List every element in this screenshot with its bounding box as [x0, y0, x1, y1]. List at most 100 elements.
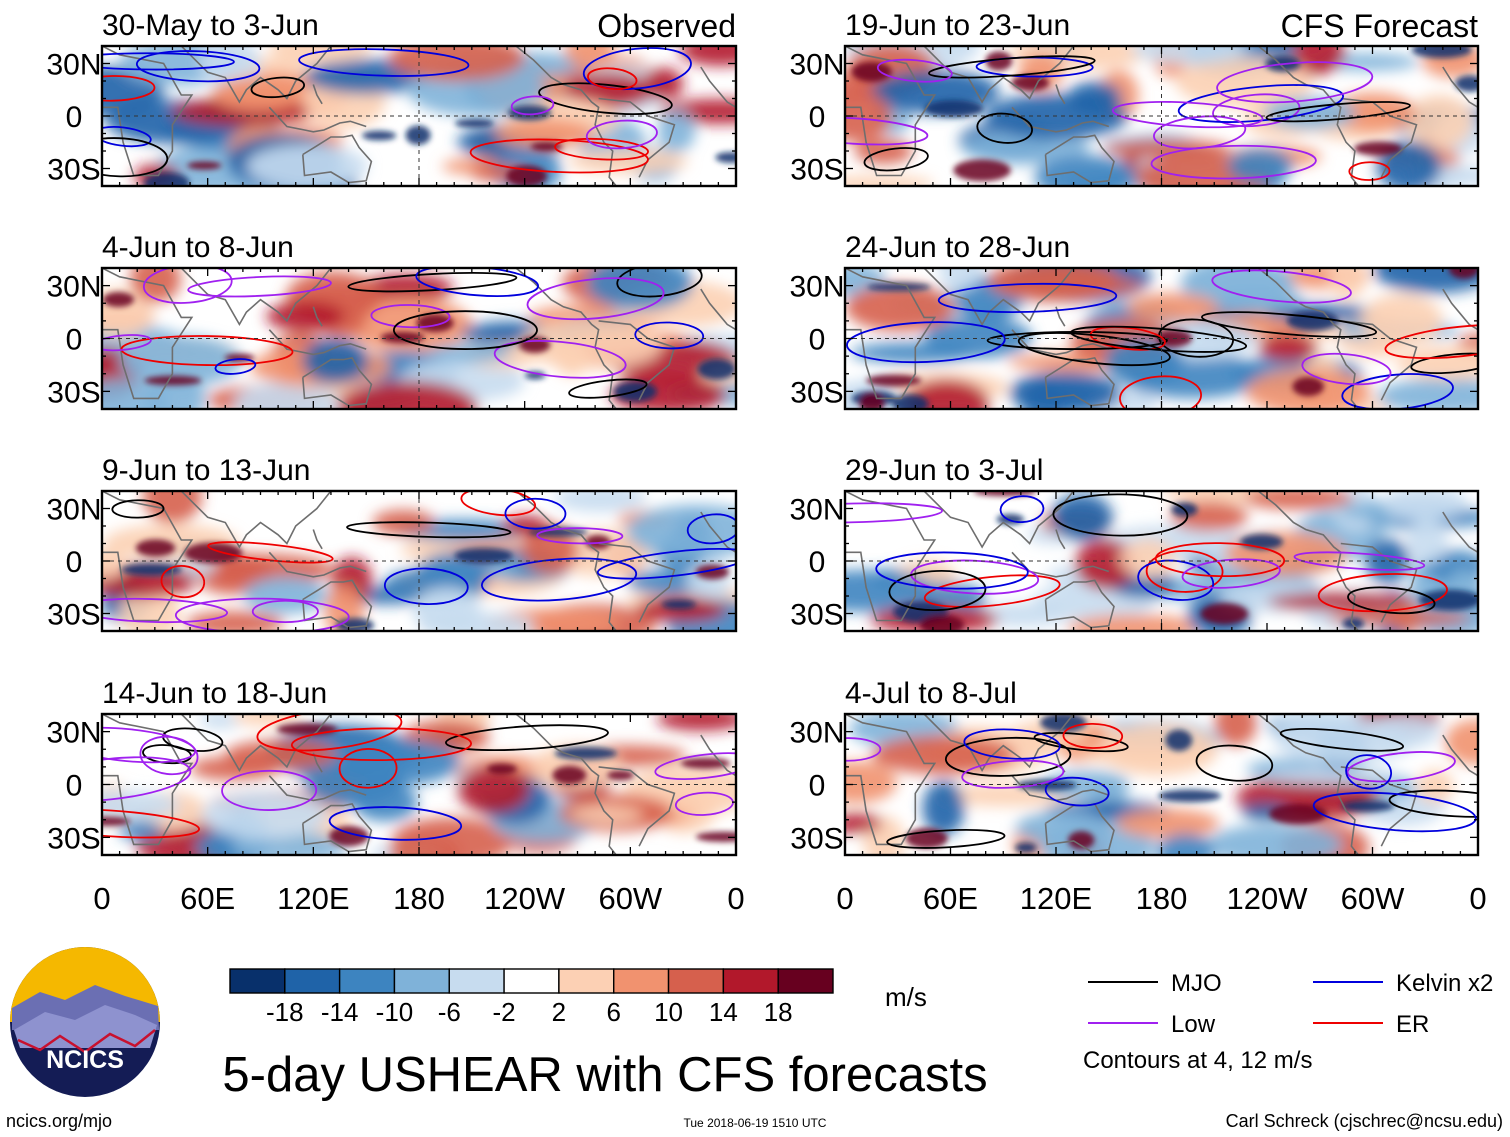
- map-panel: 30N 0 30S 30-May to 3-Jun Observed: [46, 8, 738, 188]
- panels: 30N 0 30S 30-May to 3-Jun Observed 30N 0 30S 4-J…: [46, 8, 1480, 857]
- coastlines: [102, 714, 736, 855]
- panel-period-label: 19-Jun to 23-Jun: [845, 9, 1070, 42]
- x-tick-label: 180: [393, 881, 445, 916]
- map-panel: 30N 0 30S 9-Jun to 13-Jun: [46, 454, 738, 633]
- column-header: CFS Forecast: [1281, 8, 1478, 44]
- y-tick-label: 30S: [47, 822, 100, 855]
- wave-contours: [845, 722, 1478, 849]
- y-tick-label: 0: [66, 101, 83, 134]
- y-tick-label: 30S: [47, 154, 100, 187]
- colorbar-tick-label: 10: [654, 997, 683, 1027]
- x-tick-label: 120W: [1227, 881, 1309, 916]
- y-tick-label: 0: [809, 546, 826, 579]
- coastlines: [845, 491, 1478, 631]
- coastlines: [102, 491, 736, 631]
- panel-period-label: 24-Jun to 28-Jun: [845, 231, 1070, 264]
- legend-label: MJO: [1171, 970, 1222, 997]
- panel-period-label: 30-May to 3-Jun: [102, 9, 319, 42]
- y-tick-label: 30S: [47, 599, 100, 632]
- x-tick-label: 60W: [598, 881, 662, 916]
- y-tick-label: 30N: [789, 717, 844, 750]
- x-tick-label: 0: [93, 881, 110, 916]
- y-tick-label: 30N: [789, 271, 844, 304]
- y-tick-label: 0: [809, 324, 826, 357]
- panel-period-label: 4-Jun to 8-Jun: [102, 231, 294, 264]
- colorbar-tick-label: -18: [266, 997, 304, 1027]
- colorbar-tick-label: 14: [709, 997, 738, 1027]
- colorbar-tick-label: 6: [606, 997, 620, 1027]
- y-tick-label: 30N: [789, 494, 844, 527]
- coastlines: [102, 46, 736, 186]
- footer-timestamp: Tue 2018-06-19 1510 UTC: [684, 1116, 827, 1130]
- map-panel: 30N 0 30S 19-Jun to 23-Jun CFS Forecast: [789, 8, 1480, 188]
- x-axis-labels-forecast: 0 60E 120E 180 120W 60W 0: [836, 881, 1486, 916]
- legend-label: Low: [1171, 1011, 1216, 1038]
- panel-period-label: 29-Jun to 3-Jul: [845, 454, 1043, 487]
- colorbar-tick-label: -14: [321, 997, 359, 1027]
- column-header: Observed: [597, 8, 736, 44]
- colorbar-tick-label: -2: [493, 997, 516, 1027]
- colorbar-tick-label: 2: [552, 997, 566, 1027]
- y-tick-label: 30S: [790, 154, 843, 187]
- colorbar-tick-labels: -18 -14 -10 -6 -2 2 6 10 14 18: [266, 997, 793, 1027]
- map-panel: 30N 0 30S 14-Jun to 18-Jun: [46, 677, 738, 857]
- map-panel: 30N 0 30S 4-Jul to 8-Jul: [789, 677, 1480, 857]
- units-label: m/s: [885, 982, 927, 1012]
- colorbar-swatch: [558, 968, 615, 994]
- logo-text: NCICS: [46, 1046, 124, 1074]
- wave-contours: [846, 269, 1478, 409]
- y-tick-label: 0: [66, 324, 83, 357]
- colorbar-swatch: [722, 968, 779, 994]
- x-tick-label: 0: [1469, 881, 1486, 916]
- colorbar-swatch: [667, 968, 725, 994]
- y-tick-label: 30S: [790, 376, 843, 409]
- x-tick-label: 60E: [180, 881, 235, 916]
- colorbar-tick-label: -6: [438, 997, 461, 1027]
- wave-contours: [102, 491, 736, 631]
- colorbar-swatch: [503, 968, 560, 994]
- contour-note: Contours at 4, 12 m/s: [1083, 1047, 1312, 1074]
- x-tick-label: 0: [727, 881, 744, 916]
- y-tick-label: 30N: [46, 494, 101, 527]
- footer-author: Carl Schreck (cjschrec@ncsu.edu): [1226, 1111, 1503, 1131]
- colorbar-swatch: [777, 968, 834, 994]
- y-tick-label: 30S: [47, 376, 100, 409]
- x-tick-label: 60E: [923, 881, 978, 916]
- legend-label: Kelvin x2: [1396, 970, 1493, 997]
- y-tick-label: 0: [809, 770, 826, 803]
- wave-contours: [102, 268, 705, 399]
- colorbar-swatch: [393, 968, 450, 994]
- y-tick-label: 30N: [46, 717, 101, 750]
- x-tick-label: 60W: [1341, 881, 1405, 916]
- wave-contours: [845, 55, 1411, 181]
- x-axis-labels-observed: 0 60E 120E 180 120W 60W 0: [93, 881, 744, 916]
- colorbar-swatch: [284, 968, 341, 994]
- footer-url[interactable]: ncics.org/mjo: [6, 1111, 112, 1131]
- y-tick-label: 30S: [790, 599, 843, 632]
- colorbar-swatch: [448, 968, 505, 994]
- legend: MJO Kelvin x2 Low ER: [1088, 970, 1493, 1038]
- wave-contours: [102, 714, 736, 841]
- map-panel: 30N 0 30S 4-Jun to 8-Jun: [46, 231, 738, 411]
- panel-period-label: 4-Jul to 8-Jul: [845, 677, 1017, 710]
- colorbar-tick-label: -10: [376, 997, 414, 1027]
- figure-title: 5-day USHEAR with CFS forecasts: [222, 1048, 987, 1102]
- legend-label: ER: [1396, 1011, 1429, 1038]
- map-panel: 30N 0 30S 24-Jun to 28-Jun: [789, 231, 1480, 411]
- x-tick-label: 120E: [277, 881, 349, 916]
- x-tick-label: 180: [1136, 881, 1188, 916]
- ncics-logo: NCICS: [10, 947, 160, 1097]
- colorbar-tick-label: 18: [764, 997, 793, 1027]
- x-tick-label: 120W: [484, 881, 566, 916]
- panel-period-label: 14-Jun to 18-Jun: [102, 677, 327, 710]
- colorbar-swatch: [338, 968, 396, 994]
- map-panel: 30N 0 30S 29-Jun to 3-Jul: [789, 454, 1480, 633]
- y-tick-label: 30N: [46, 49, 101, 82]
- y-tick-label: 0: [66, 546, 83, 579]
- x-tick-label: 0: [836, 881, 853, 916]
- shading: [102, 268, 736, 409]
- colorbar-swatch: [613, 968, 670, 994]
- y-tick-label: 30N: [46, 271, 101, 304]
- wave-contours: [845, 493, 1448, 615]
